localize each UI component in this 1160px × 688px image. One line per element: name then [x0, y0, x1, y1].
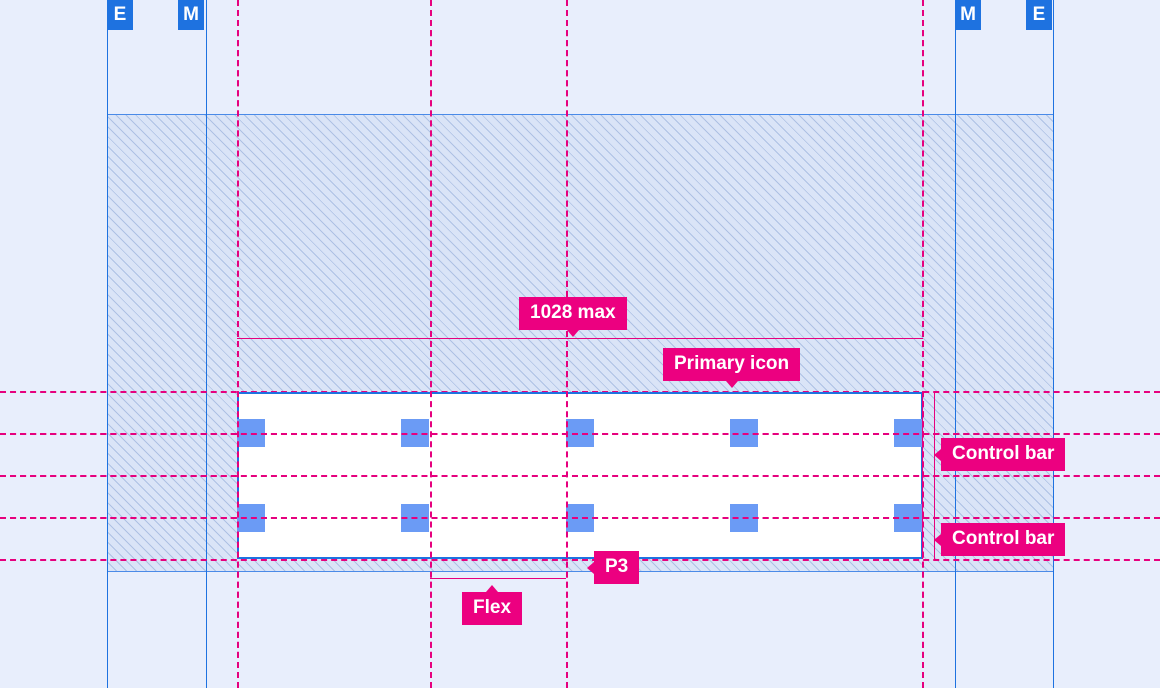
edge-marker-left-e: E [107, 0, 133, 30]
callout-control-bar-top: Control bar [933, 438, 1066, 471]
edge-marker-right-e: E [1026, 0, 1052, 30]
guide-v-edge-right [1053, 0, 1054, 688]
guide-hsolid-hatch-top [107, 114, 1054, 115]
measure-v-right-inner [922, 392, 923, 559]
callout-control-bar-bottom: Control bar [933, 523, 1066, 556]
callout-flex: Flex [462, 585, 523, 625]
measure-v-right-outer [934, 392, 935, 559]
callout-p3: P3 [586, 551, 640, 584]
guide-hsolid-hatch-bottom [107, 571, 1054, 572]
guide-hdash-3-over-surface [0, 475, 1160, 477]
edge-marker-right-m: M [955, 0, 981, 30]
callout-1028-max: 1028 max [519, 297, 627, 337]
guide-vdash-col-3-top [566, 0, 568, 688]
guide-vdash-col-2-top [430, 0, 432, 688]
guide-hdash-4-centerline [0, 517, 1160, 519]
guide-hdash-5 [0, 559, 1160, 561]
edge-marker-left-m: M [178, 0, 204, 30]
guide-v-margin-left [206, 0, 207, 688]
guide-hdash-2-centerline [0, 433, 1160, 435]
guide-v-edge-left [107, 0, 108, 688]
measure-line-flex [430, 578, 566, 579]
guide-vdash-col-1-top [237, 0, 239, 688]
measure-line-1028-max [237, 338, 923, 339]
callout-primary-icon: Primary icon [663, 348, 801, 388]
guide-vdash-col-4-top [922, 0, 924, 688]
guide-v-margin-right [955, 0, 956, 688]
